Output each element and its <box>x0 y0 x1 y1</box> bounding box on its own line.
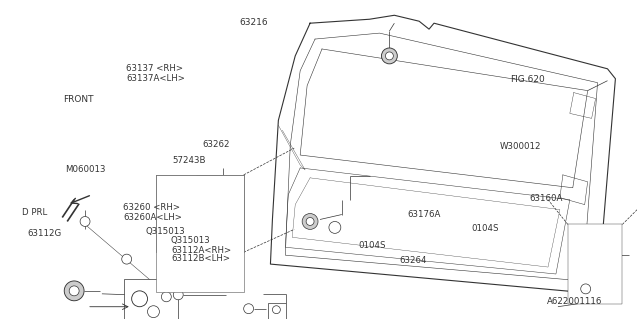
Text: A622001116: A622001116 <box>547 297 602 306</box>
Text: 63112A<RH>: 63112A<RH> <box>171 246 231 255</box>
Text: 63262: 63262 <box>203 140 230 149</box>
Circle shape <box>381 48 397 64</box>
Text: 63137A<LH>: 63137A<LH> <box>127 74 186 83</box>
Circle shape <box>593 253 609 269</box>
Circle shape <box>302 213 318 229</box>
Text: 63160A: 63160A <box>529 194 563 203</box>
Bar <box>588 241 613 281</box>
Text: 63260 <RH>: 63260 <RH> <box>124 203 180 212</box>
Text: 63264: 63264 <box>399 256 427 265</box>
Text: 63112G: 63112G <box>27 229 61 238</box>
Circle shape <box>179 211 193 224</box>
Bar <box>156 175 244 252</box>
Circle shape <box>161 292 172 302</box>
Text: W300012: W300012 <box>500 142 541 151</box>
Circle shape <box>593 250 602 260</box>
Circle shape <box>206 224 226 244</box>
Text: FRONT: FRONT <box>63 95 93 104</box>
Circle shape <box>580 284 591 294</box>
Circle shape <box>593 272 602 282</box>
Circle shape <box>165 238 177 250</box>
Bar <box>156 175 244 292</box>
Circle shape <box>244 304 253 314</box>
Circle shape <box>220 221 232 233</box>
Text: Q315013: Q315013 <box>145 227 185 236</box>
Circle shape <box>132 291 147 307</box>
Text: 63260A<LH>: 63260A<LH> <box>124 213 182 222</box>
Text: 0104S: 0104S <box>358 241 385 250</box>
Circle shape <box>329 221 341 233</box>
Circle shape <box>64 281 84 301</box>
Text: 0104S: 0104S <box>471 224 499 233</box>
Circle shape <box>147 306 159 318</box>
Circle shape <box>589 240 596 248</box>
Bar <box>568 224 622 304</box>
Circle shape <box>122 254 132 264</box>
Text: 57243B: 57243B <box>173 156 206 164</box>
Text: 63176A: 63176A <box>407 210 440 219</box>
Circle shape <box>306 218 314 225</box>
Text: M060013: M060013 <box>65 165 106 174</box>
Text: Q315013: Q315013 <box>171 236 211 245</box>
Text: 63137 <RH>: 63137 <RH> <box>127 63 184 73</box>
Circle shape <box>273 306 280 314</box>
Bar <box>268 303 286 319</box>
Circle shape <box>172 204 200 231</box>
Bar <box>124 279 179 320</box>
Text: 63216: 63216 <box>239 18 268 27</box>
Text: 63112B<LH>: 63112B<LH> <box>171 254 230 263</box>
Text: D PRL: D PRL <box>22 208 47 217</box>
Circle shape <box>161 290 172 300</box>
Text: FIG.620: FIG.620 <box>510 75 545 84</box>
Circle shape <box>80 217 90 227</box>
Circle shape <box>385 52 394 60</box>
Circle shape <box>69 286 79 296</box>
Circle shape <box>173 290 183 300</box>
Circle shape <box>161 291 172 301</box>
